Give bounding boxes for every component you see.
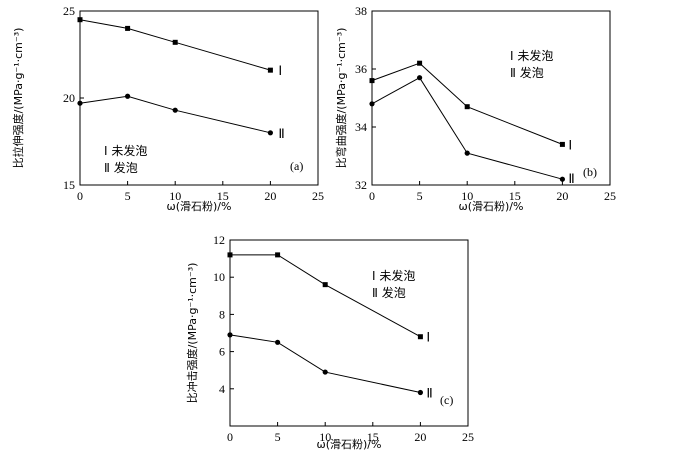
data-point-square	[77, 17, 83, 23]
series-end-label: Ⅱ	[568, 171, 574, 186]
x-tick-label: 10	[319, 430, 331, 444]
y-axis-title: 比拉伸强度/(MPa·g⁻¹·cm⁻³)	[11, 28, 25, 169]
data-point-circle	[417, 75, 423, 81]
y-tick-label: 36	[355, 62, 367, 76]
x-tick-label: 0	[77, 189, 83, 203]
panel-label: (b)	[583, 165, 597, 179]
series-line-i	[79, 19, 271, 71]
data-point-circle	[464, 150, 470, 156]
series-end-label: Ⅱ	[426, 386, 432, 401]
data-point-square	[125, 25, 131, 31]
panel-label: (a)	[290, 159, 303, 173]
x-tick-label: 5	[417, 189, 423, 203]
data-point-circle	[227, 332, 233, 338]
x-tick-label: 25	[604, 189, 616, 203]
series-line-ii	[79, 95, 271, 134]
y-tick-label: 20	[63, 91, 75, 105]
series-end-label: Ⅰ	[426, 330, 430, 345]
data-point-square	[559, 141, 565, 147]
x-tick-label: 15	[217, 189, 229, 203]
y-axis-title: 比弯曲强度/(MPa·g⁻¹·cm⁻³)	[334, 28, 348, 169]
y-axis-title: 比冲击强度/(MPa·g⁻¹·cm⁻³)	[185, 263, 199, 404]
x-tick-label: 25	[312, 189, 324, 203]
data-point-square	[172, 39, 178, 45]
x-tick-label: 20	[414, 430, 426, 444]
data-point-circle	[369, 101, 375, 107]
data-point-square	[275, 252, 281, 258]
legend-entry: Ⅰ 未发泡	[104, 143, 147, 158]
legend-entry: Ⅰ 未发泡	[372, 268, 415, 283]
y-tick-label: 10	[213, 270, 225, 284]
y-tick-label: 4	[219, 382, 225, 396]
chart-panel-2: 0 5 10 15 20 25 32 34 36 38 ω(滑石粉)/% 比弯曲强度/(MPa·g⁻¹…	[334, 4, 616, 213]
x-axis-title: ω(滑石粉)/%	[459, 200, 524, 213]
x-tick-label: 0	[227, 430, 233, 444]
data-point-circle	[417, 389, 423, 396]
y-tick-label: 34	[355, 120, 367, 134]
x-tick-label: 10	[461, 189, 473, 203]
data-point-square	[464, 104, 470, 110]
x-tick-label: 0	[369, 189, 375, 203]
data-point-square	[417, 334, 423, 340]
x-tick-label: 20	[556, 189, 568, 203]
y-tick-label: 32	[355, 178, 367, 192]
data-point-circle	[172, 107, 178, 113]
data-point-square	[322, 282, 328, 288]
data-point-square	[267, 67, 273, 73]
series-end-label: Ⅰ	[278, 63, 282, 78]
x-tick-label: 15	[367, 430, 379, 444]
series-line-ii	[371, 77, 563, 180]
y-tick-label: 15	[63, 178, 75, 192]
data-point-circle	[322, 369, 328, 375]
x-axis-title: ω(滑石粉)/%	[167, 200, 232, 213]
x-tick-label: 5	[125, 189, 131, 203]
legend-entry: Ⅱ 发泡	[372, 285, 406, 300]
data-point-square	[417, 60, 423, 66]
data-point-square	[227, 252, 233, 258]
legend-entry: Ⅰ 未发泡	[510, 48, 553, 63]
x-axis-title: ω(滑石粉)/%	[317, 438, 382, 451]
data-point-circle	[275, 339, 281, 345]
data-point-circle	[267, 130, 273, 136]
x-tick-label: 10	[169, 189, 181, 203]
x-tick-label: 25	[462, 430, 474, 444]
x-tick-label: 20	[264, 189, 276, 203]
data-point-circle	[559, 176, 566, 182]
panel-label: (c)	[440, 393, 453, 407]
series-line-i	[371, 62, 563, 145]
y-tick-label: 38	[355, 4, 367, 18]
series-end-label: Ⅰ	[568, 137, 572, 152]
chart-panel-1: 0 5 10 15 20 25 15 20 25 ω(滑石粉)/% 比拉伸强度/(MPa·g⁻¹·c…	[11, 4, 324, 213]
x-tick-label: 15	[509, 189, 521, 203]
series-line-i	[230, 254, 421, 338]
y-tick-label: 25	[63, 4, 75, 18]
series-line-ii	[229, 334, 421, 394]
chart-panel-3: 0 5 10 15 20 25 4 6 8 10 12 ω(滑石粉)/% 比冲击强度/(MPa·g⁻¹·…	[185, 233, 474, 451]
data-point-circle	[125, 93, 131, 99]
plot-frame	[371, 10, 611, 186]
x-tick-label: 5	[275, 430, 281, 444]
data-point-square	[369, 78, 375, 84]
data-point-circle	[77, 100, 83, 106]
y-tick-label: 8	[219, 307, 225, 321]
y-tick-label: 6	[219, 345, 225, 359]
y-tick-label: 12	[213, 233, 225, 247]
legend-entry: Ⅱ 发泡	[104, 160, 138, 175]
series-end-label: Ⅱ	[278, 126, 284, 141]
legend-entry: Ⅱ 发泡	[510, 65, 544, 80]
